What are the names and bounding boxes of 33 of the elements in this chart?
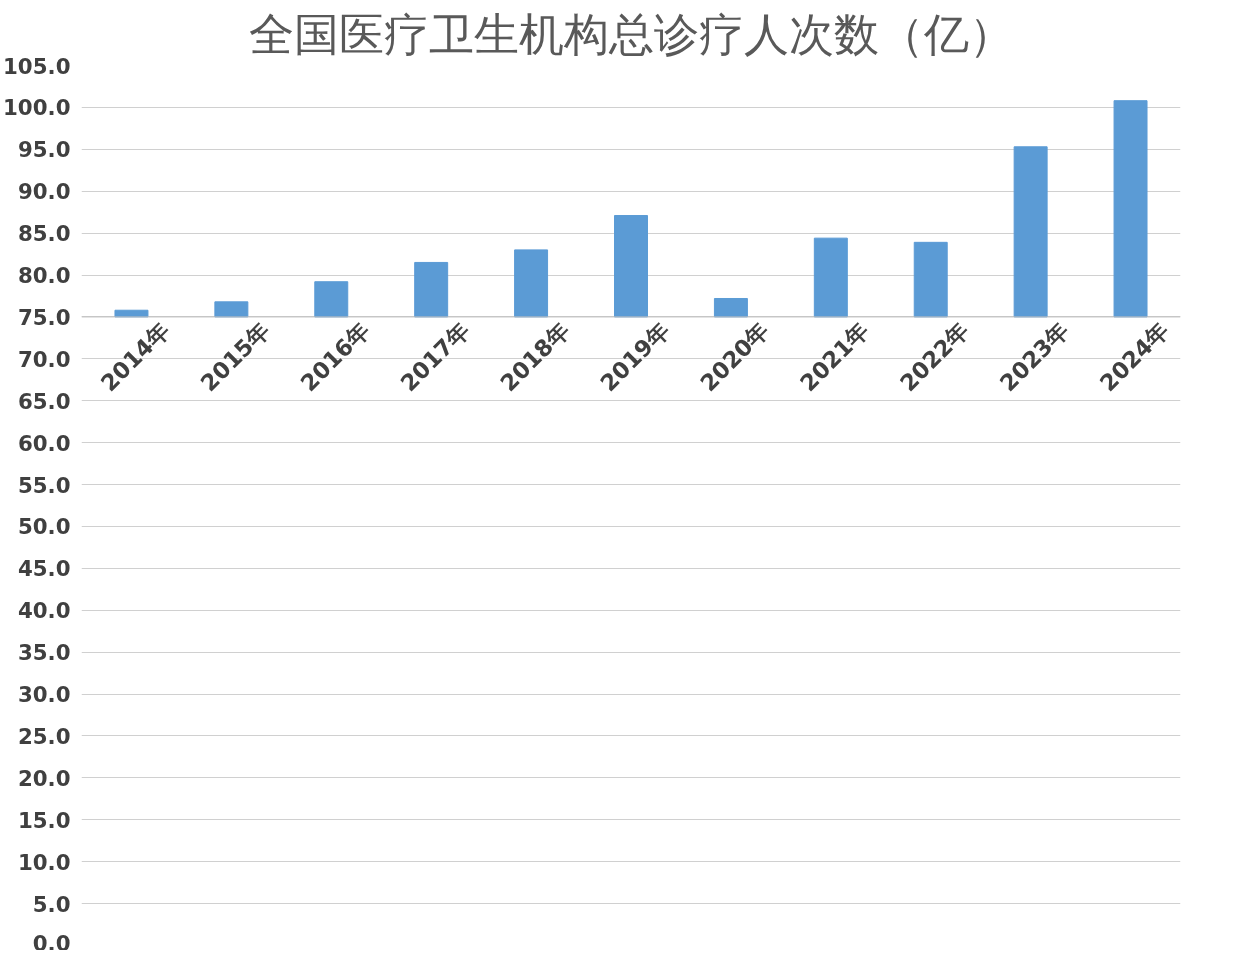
bar [514, 249, 549, 318]
y-tick-label: 75.0 [17, 304, 71, 330]
bar [1113, 100, 1148, 318]
bar [314, 281, 349, 318]
bar [913, 241, 948, 318]
y-tick-label: 40.0 [17, 598, 71, 624]
y-tick-label: 100.0 [3, 95, 71, 121]
y-tick-label: 35.0 [17, 640, 71, 666]
y-tick-label: 10.0 [17, 849, 71, 875]
y-tick-label: 50.0 [17, 514, 71, 540]
y-tick-label: 0.0 [32, 930, 71, 956]
bar [813, 237, 848, 318]
y-tick-label: 95.0 [17, 137, 71, 163]
bar [713, 297, 748, 318]
y-tick-label: 15.0 [17, 807, 71, 833]
bar [214, 301, 249, 318]
y-tick-label: 80.0 [17, 263, 71, 289]
y-tick-label: 65.0 [17, 388, 71, 414]
y-tick-label: 25.0 [17, 723, 71, 749]
y-tick-label: 5.0 [32, 891, 71, 917]
y-tick-label: 105.0 [3, 53, 71, 79]
y-tick-label: 85.0 [17, 221, 71, 247]
y-tick-label: 70.0 [17, 346, 71, 372]
y-tick-label: 30.0 [17, 682, 71, 708]
y-tick-label: 55.0 [17, 472, 71, 498]
bar [1013, 146, 1048, 318]
y-tick-label: 45.0 [17, 556, 71, 582]
y-tick-label: 60.0 [17, 430, 71, 456]
chart-title: 全国医疗卫生机构总诊疗人次数（亿） [248, 7, 1014, 61]
bar [414, 261, 449, 318]
y-tick-label: 20.0 [17, 765, 71, 791]
bar [614, 215, 648, 318]
y-tick-label: 90.0 [17, 179, 71, 205]
